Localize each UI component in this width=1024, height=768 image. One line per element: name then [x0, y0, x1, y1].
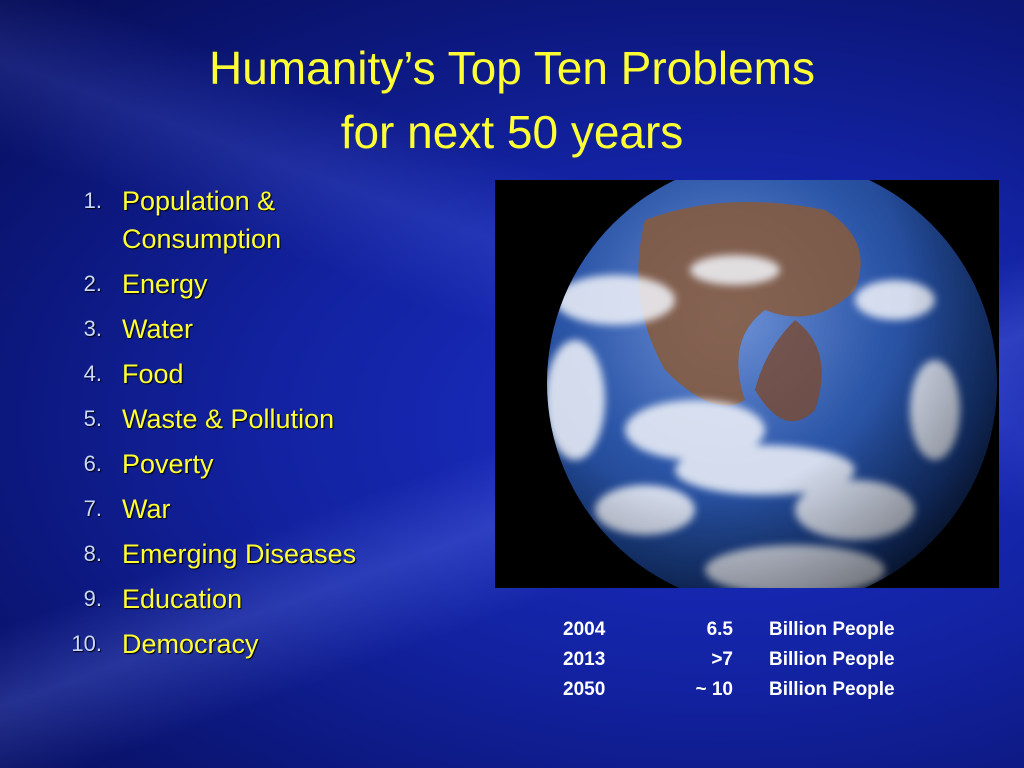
- year: 2013: [563, 649, 606, 670]
- list-item: 9. Education: [40, 580, 432, 618]
- problem-list: 1. Population & Consumption 2. Energy 3. Wate…: [40, 182, 432, 670]
- item-text: Waste & Pollution: [122, 404, 335, 434]
- item-text: War: [122, 494, 171, 524]
- list-item: 8. Emerging Diseases: [40, 535, 432, 573]
- item-number: 10.: [71, 631, 102, 656]
- list-item: 6. Poverty: [40, 445, 432, 483]
- item-number: 1.: [83, 188, 102, 213]
- unit: Billion People: [769, 679, 895, 700]
- item-text: Emerging Diseases: [122, 539, 357, 569]
- list-item: 3. Water: [40, 310, 432, 348]
- population-value: ~ 10: [695, 679, 733, 700]
- item-text: Water: [122, 314, 194, 344]
- item-text: Food: [122, 359, 184, 389]
- item-text: Poverty: [122, 449, 214, 479]
- year: 2004: [563, 619, 606, 640]
- item-number: 3.: [83, 316, 102, 341]
- unit: Billion People: [769, 619, 895, 640]
- title: Humanity’s Top Ten Problems: [209, 42, 815, 94]
- population-table: 2004 6.5 Billion People 2013 >7 Billion Peopl…: [563, 619, 963, 709]
- list-item: 2. Energy: [40, 265, 432, 303]
- item-number: 7.: [83, 496, 102, 521]
- item-text: Democracy: [122, 629, 259, 659]
- title: for next 50 years: [340, 106, 684, 158]
- list-item: 1. Population & Consumption: [40, 182, 432, 258]
- item-text: Energy: [122, 269, 208, 299]
- table-row: 2013 >7 Billion People: [563, 649, 963, 679]
- item-text: Population & Consumption: [122, 186, 282, 254]
- list-item: 4. Food: [40, 355, 432, 393]
- item-number: 2.: [83, 271, 102, 296]
- list-item: 5. Waste & Pollution: [40, 400, 432, 438]
- earth-photo: [495, 180, 999, 588]
- item-text: Education: [122, 584, 243, 614]
- population-value: >7: [711, 649, 733, 670]
- population-value: 6.5: [706, 619, 733, 640]
- item-number: 8.: [83, 541, 102, 566]
- table-row: 2004 6.5 Billion People: [563, 619, 963, 649]
- item-number: 5.: [83, 406, 102, 431]
- item-number: 6.: [83, 451, 102, 476]
- item-number: 9.: [83, 586, 102, 611]
- year: 2050: [563, 679, 606, 700]
- unit: Billion People: [769, 649, 895, 670]
- table-row: 2050 ~ 10 Billion People: [563, 679, 963, 709]
- item-number: 4.: [83, 361, 102, 386]
- list-item: 10. Democracy: [40, 625, 432, 663]
- list-item: 7. War: [40, 490, 432, 528]
